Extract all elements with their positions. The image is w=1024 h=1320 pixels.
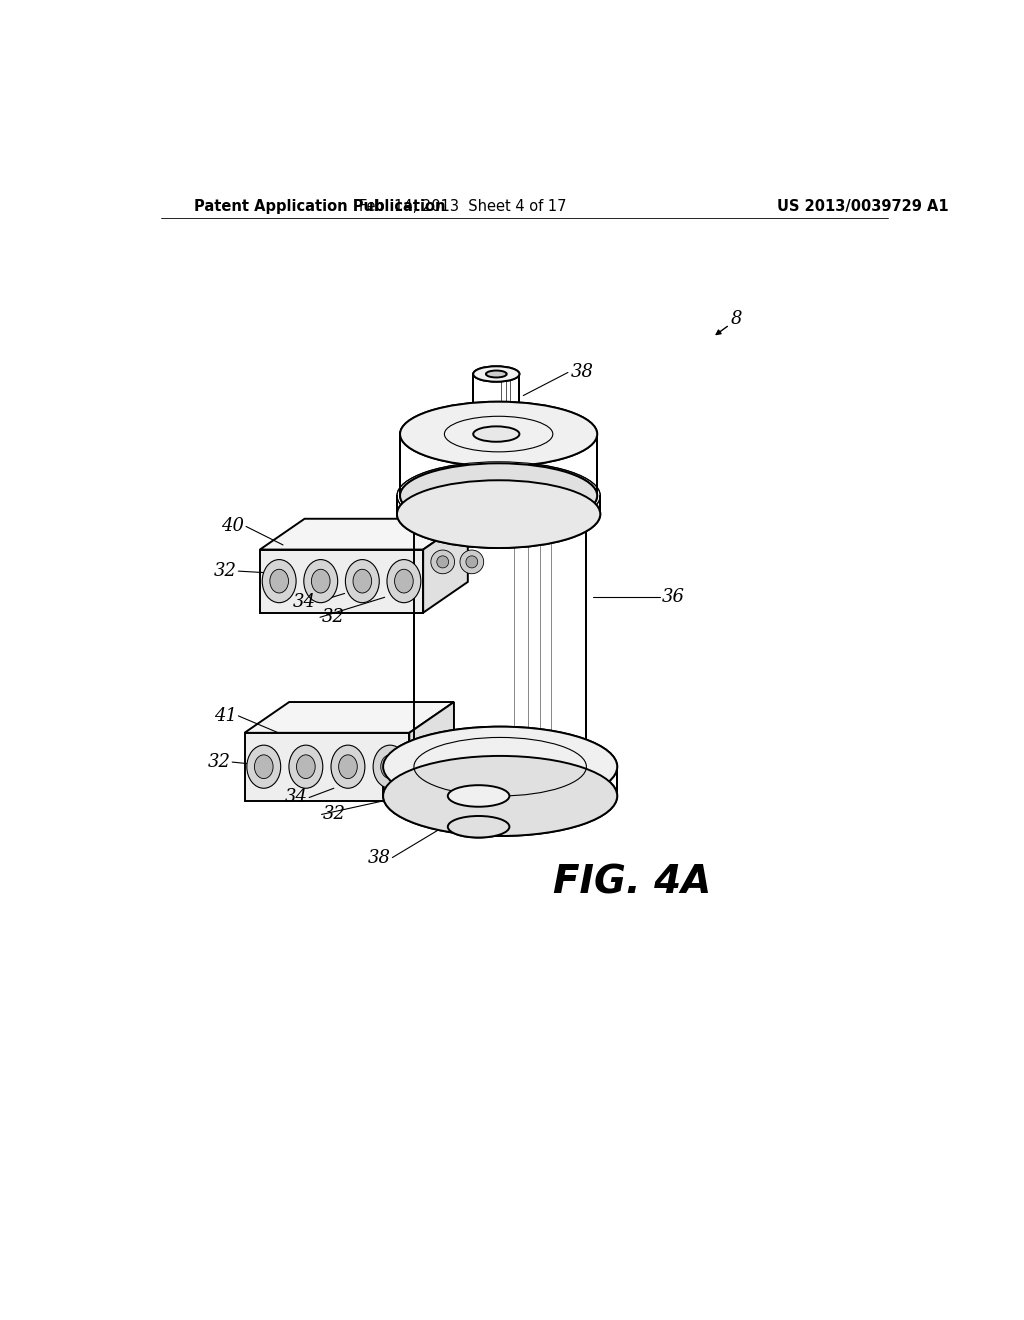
Ellipse shape (383, 726, 617, 807)
Ellipse shape (311, 569, 330, 593)
Ellipse shape (400, 401, 597, 466)
Ellipse shape (423, 742, 435, 754)
Ellipse shape (270, 569, 289, 593)
Ellipse shape (473, 366, 519, 381)
Ellipse shape (466, 556, 478, 568)
Text: 40: 40 (221, 517, 245, 536)
Polygon shape (410, 702, 454, 800)
Text: US 2013/0039729 A1: US 2013/0039729 A1 (777, 198, 949, 214)
Ellipse shape (437, 556, 449, 568)
Text: 8: 8 (731, 310, 742, 327)
Text: 38: 38 (368, 849, 391, 866)
Ellipse shape (345, 560, 379, 603)
Text: FIG. 4A: FIG. 4A (553, 863, 711, 902)
Ellipse shape (289, 744, 323, 788)
Ellipse shape (447, 816, 509, 837)
Ellipse shape (414, 738, 587, 796)
Text: 36: 36 (662, 589, 685, 606)
Ellipse shape (414, 484, 587, 544)
Ellipse shape (473, 426, 519, 442)
Ellipse shape (486, 371, 507, 378)
Polygon shape (423, 519, 468, 612)
Text: 34: 34 (285, 788, 307, 807)
Polygon shape (245, 702, 454, 733)
Ellipse shape (446, 735, 470, 759)
Ellipse shape (304, 560, 338, 603)
Ellipse shape (400, 463, 597, 528)
Text: 32: 32 (214, 562, 237, 579)
Ellipse shape (297, 755, 315, 779)
Text: 32: 32 (323, 805, 346, 824)
Ellipse shape (339, 755, 357, 779)
Ellipse shape (473, 426, 519, 442)
Text: Feb. 14, 2013  Sheet 4 of 17: Feb. 14, 2013 Sheet 4 of 17 (359, 198, 567, 214)
Ellipse shape (254, 755, 273, 779)
Ellipse shape (383, 726, 617, 807)
Ellipse shape (400, 401, 597, 466)
Ellipse shape (353, 569, 372, 593)
Text: 41: 41 (214, 708, 237, 725)
Ellipse shape (397, 480, 600, 548)
Ellipse shape (453, 742, 464, 754)
Text: 38: 38 (571, 363, 594, 381)
Text: Patent Application Publication: Patent Application Publication (194, 198, 445, 214)
Ellipse shape (373, 744, 407, 788)
Ellipse shape (447, 785, 509, 807)
Ellipse shape (473, 366, 519, 381)
Polygon shape (245, 733, 410, 800)
Ellipse shape (460, 550, 483, 574)
Ellipse shape (397, 480, 600, 548)
Text: 32: 32 (322, 609, 344, 626)
Ellipse shape (486, 371, 507, 378)
Ellipse shape (431, 550, 455, 574)
Ellipse shape (414, 738, 587, 796)
Ellipse shape (447, 816, 509, 837)
Ellipse shape (414, 484, 587, 544)
Ellipse shape (400, 463, 597, 528)
Text: 32: 32 (208, 754, 230, 771)
Ellipse shape (383, 756, 617, 836)
Text: 34: 34 (293, 593, 315, 611)
Ellipse shape (331, 744, 365, 788)
Ellipse shape (247, 744, 281, 788)
Ellipse shape (387, 560, 421, 603)
Ellipse shape (262, 560, 296, 603)
Ellipse shape (447, 785, 509, 807)
Ellipse shape (383, 756, 617, 836)
Polygon shape (260, 549, 423, 612)
Ellipse shape (417, 735, 440, 759)
Ellipse shape (394, 569, 414, 593)
Polygon shape (260, 519, 468, 549)
Ellipse shape (381, 755, 399, 779)
